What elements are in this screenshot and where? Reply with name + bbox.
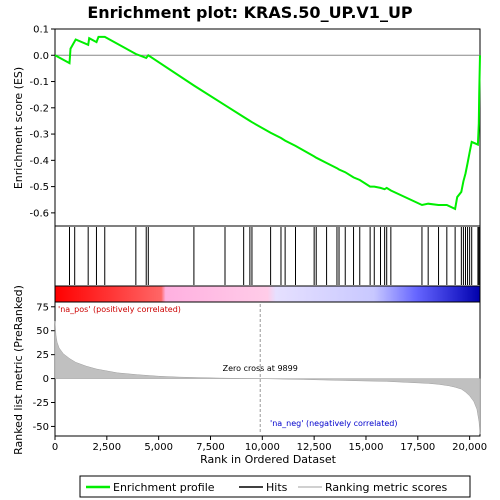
es-y-ticks: 0.1 0.0 -0.1 -0.2 -0.3 -0.4 -0.5 -0.6 — [29, 25, 55, 219]
x-tick-label: 2,500 — [93, 442, 122, 453]
x-tick-label: 12,500 — [297, 442, 332, 453]
x-tick-label: 17,500 — [400, 442, 435, 453]
ranking-color-bar — [54, 285, 481, 303]
ranking-metric-area — [54, 321, 481, 435]
es-y-tick-label: -0.5 — [29, 182, 49, 193]
metric-y-tick-label: 75 — [36, 302, 49, 313]
hit-markers — [69, 227, 480, 285]
metric-panel-frame — [54, 301, 481, 437]
es-y-tick-label: -0.6 — [29, 208, 49, 219]
es-y-tick-label: -0.3 — [29, 130, 49, 141]
legend-label-metric: Ranking metric scores — [325, 481, 447, 494]
x-tick-label: 0 — [52, 442, 58, 453]
x-axis-label: Rank in Ordered Dataset — [200, 453, 337, 466]
es-y-tick-label: -0.2 — [29, 103, 49, 114]
chart-title: Enrichment plot: KRAS.50_UP.V1_UP — [87, 3, 413, 22]
zero-cross-annotation: Zero cross at 9899 — [223, 364, 298, 373]
legend-box — [79, 475, 471, 498]
x-axis-ticks: 0 2,500 5,000 7,500 10,000 12,500 15,000 17,500… — [52, 436, 487, 453]
enrichment-profile-line — [54, 35, 481, 211]
hits-panel-frame — [54, 225, 481, 287]
metric-y-tick-label: 50 — [36, 326, 49, 337]
x-tick-label: 15,000 — [348, 442, 383, 453]
metric-y-ticks: 75 50 25 0 -25 -50 — [33, 302, 55, 433]
x-tick-label: 5,000 — [144, 442, 173, 453]
legend-label-hits: Hits — [266, 481, 288, 494]
es-y-tick-label: 0.1 — [33, 25, 49, 36]
x-tick-label: 20,000 — [452, 442, 487, 453]
es-y-axis-label: Enrichment score (ES) — [12, 67, 25, 189]
es-panel-frame — [54, 28, 481, 227]
metric-y-axis-label: Ranked list metric (PreRanked) — [12, 285, 25, 455]
metric-y-tick-label: 25 — [36, 350, 49, 361]
negative-annotation: 'na_neg' (negatively correlated) — [270, 419, 397, 428]
x-tick-label: 7,500 — [196, 442, 225, 453]
legend-label-enrichment: Enrichment profile — [113, 481, 215, 494]
es-y-tick-label: 0.0 — [33, 51, 49, 62]
es-y-tick-label: -0.1 — [29, 77, 49, 88]
metric-y-tick-label: -50 — [33, 422, 49, 433]
x-tick-label: 10,000 — [245, 442, 280, 453]
metric-y-tick-label: 0 — [43, 374, 49, 385]
es-y-tick-label: -0.4 — [29, 156, 49, 167]
positive-annotation: 'na_pos' (positively correlated) — [58, 305, 181, 314]
metric-y-tick-label: -25 — [33, 398, 49, 409]
